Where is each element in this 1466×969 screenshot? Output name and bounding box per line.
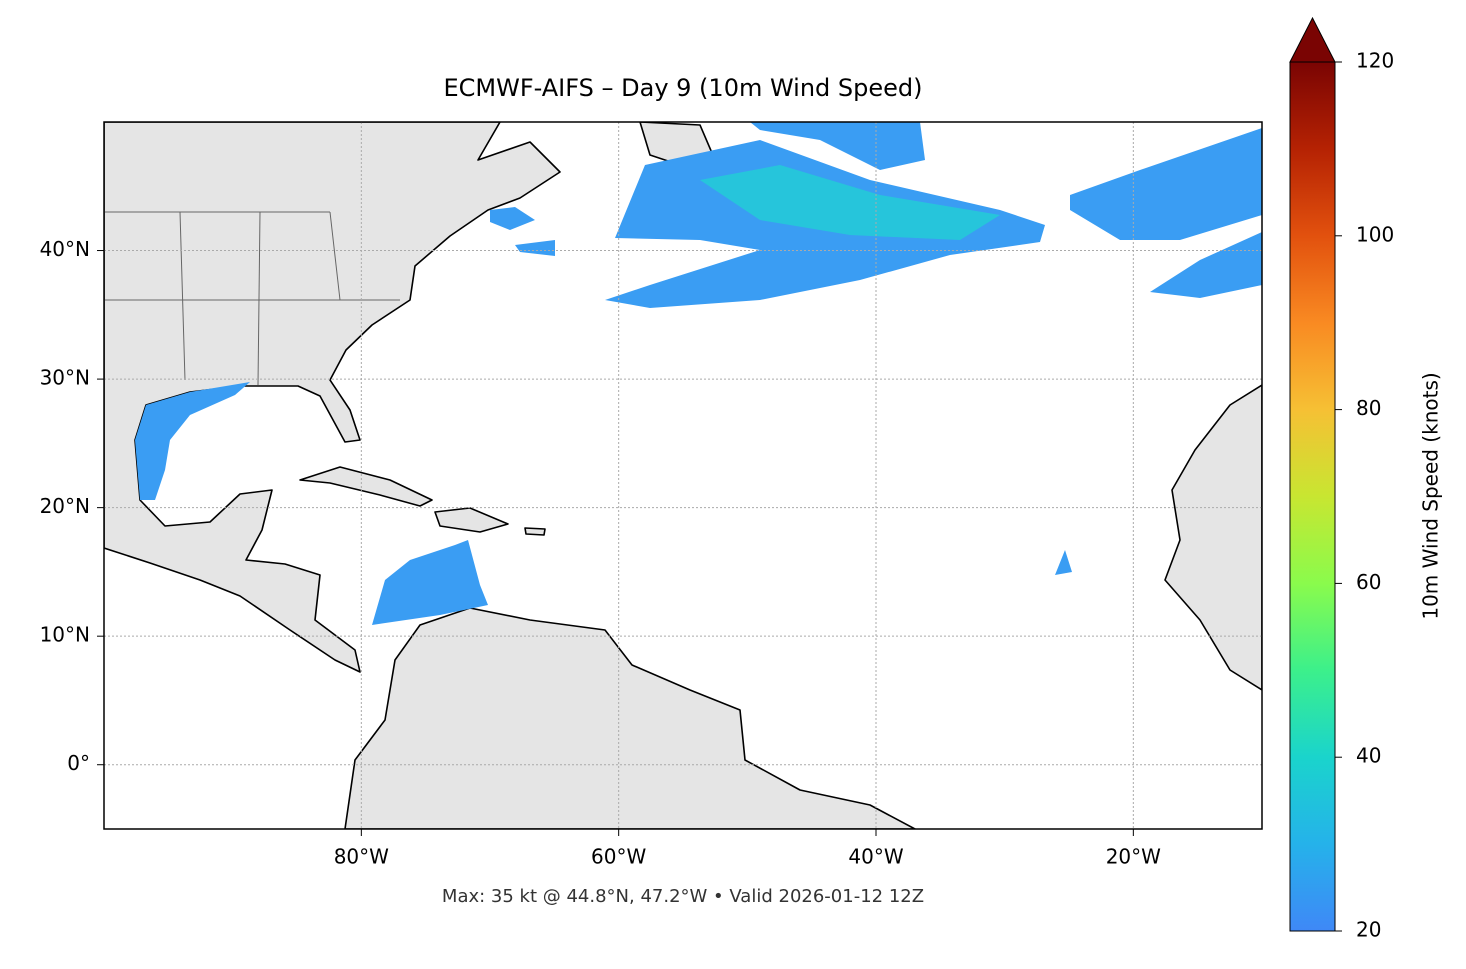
map-area: [104, 122, 1262, 829]
africa: [1164, 384, 1262, 691]
colorbar-tick-label: 120: [1356, 49, 1394, 73]
wind-small: [490, 207, 1072, 575]
wind-north-top: [750, 122, 925, 170]
map-frame: [103, 121, 1263, 830]
wind-caribbean: [372, 540, 488, 625]
colorbar-tick-label: 60: [1356, 570, 1381, 594]
y-tick-label: 20°N: [40, 494, 90, 518]
title: ECMWF-AIFS – Day 9 (10m Wind Speed): [443, 74, 922, 102]
colorbar-tick-label: 20: [1356, 918, 1381, 942]
footer: Max: 35 kt @ 44.8°N, 47.2°W • Valid 2026…: [442, 886, 924, 907]
x-tick-label: 80°W: [334, 845, 389, 869]
x-tick-label: 40°W: [848, 845, 903, 869]
colorbar-tick-label: 40: [1356, 744, 1381, 768]
x-tick-label: 20°W: [1106, 845, 1161, 869]
hispaniola: [434, 507, 509, 533]
wind-east: [1070, 128, 1262, 298]
colorbar-tick-label: 80: [1356, 396, 1381, 420]
colorbar-extend: [1289, 16, 1336, 63]
y-tick-label: 0°: [67, 751, 90, 775]
colorbar-label: 10m Wind Speed (knots): [1419, 372, 1443, 619]
colorbar: [1289, 61, 1336, 932]
colorbar-tick-label: 100: [1356, 222, 1394, 246]
y-tick-label: 40°N: [40, 237, 90, 261]
borders: [104, 211, 400, 386]
y-tick-label: 30°N: [40, 366, 90, 390]
x-tick-label: 60°W: [591, 845, 646, 869]
wind-gulf: [135, 382, 250, 500]
y-tick-label: 10°N: [40, 623, 90, 647]
wind-core: [700, 165, 1000, 240]
cuba: [299, 466, 433, 507]
puerto-rico: [524, 527, 546, 536]
